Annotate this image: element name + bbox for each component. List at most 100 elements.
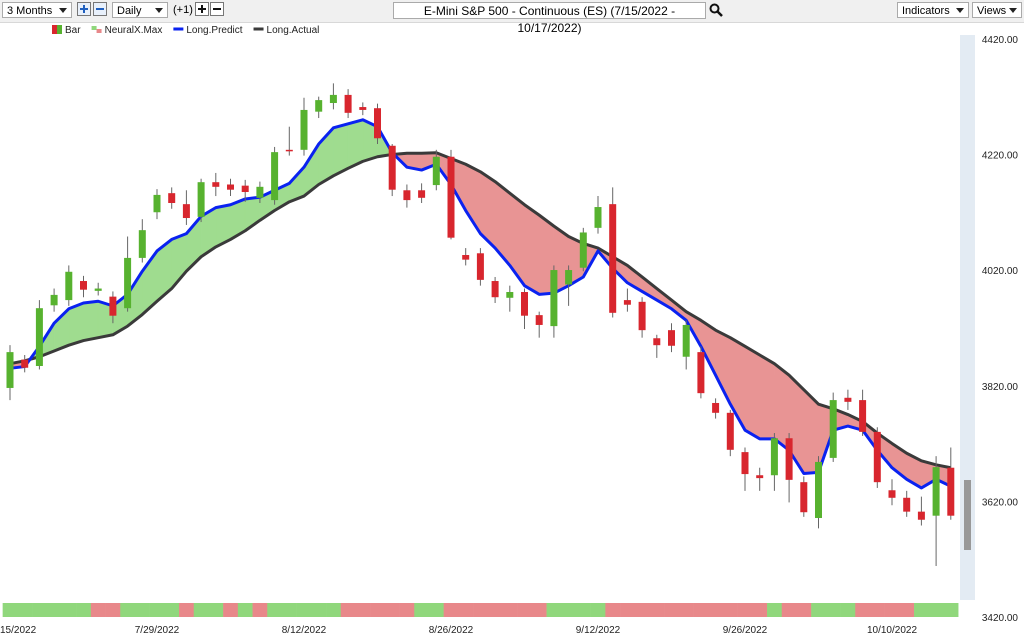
signal-cell: [678, 603, 694, 617]
signal-cell: [399, 603, 415, 617]
band-fill: [774, 363, 790, 451]
signal-cell: [458, 603, 474, 617]
zoom-out-button[interactable]: [93, 2, 107, 16]
signal-cell: [855, 603, 871, 617]
band-fill: [83, 300, 99, 341]
candle-body: [50, 294, 58, 306]
signal-cell: [193, 603, 209, 617]
candle-body: [800, 482, 808, 513]
x-tick-label: 8/12/2022: [282, 625, 327, 636]
signal-cell: [811, 603, 827, 617]
signal-cell: [355, 603, 371, 617]
search-icon[interactable]: [709, 3, 723, 17]
signal-cell: [840, 603, 856, 617]
scrollbar-track: [960, 35, 975, 600]
candle-body: [182, 204, 190, 219]
range-dropdown[interactable]: 3 Months: [2, 2, 72, 18]
signal-cell: [237, 603, 253, 617]
candle-body: [197, 182, 205, 217]
signal-cell: [737, 603, 753, 617]
legend-label: Bar: [65, 25, 81, 36]
candle-body: [21, 359, 29, 368]
candle-body: [741, 452, 749, 475]
candle-body: [124, 257, 132, 309]
offset-minus-button[interactable]: [210, 2, 224, 16]
indicators-dropdown[interactable]: Indicators: [897, 2, 969, 18]
candle-body: [227, 184, 234, 190]
offset-plus-button[interactable]: [195, 2, 209, 16]
signal-cell: [32, 603, 48, 617]
scrollbar-handle[interactable]: [964, 480, 971, 550]
x-tick-label: 7/29/2022: [135, 625, 180, 636]
signal-cell: [634, 603, 650, 617]
candle-body: [829, 400, 837, 458]
signal-cell: [722, 603, 738, 617]
candle-body: [535, 315, 543, 325]
candle-body: [697, 352, 705, 394]
signal-cell: [590, 603, 606, 617]
legend-label: Long.Actual: [267, 25, 320, 36]
candle-body: [241, 185, 249, 193]
signal-cell: [223, 603, 239, 617]
zoom-in-button[interactable]: [77, 2, 91, 16]
signal-cell: [17, 603, 33, 617]
signal-cell: [781, 603, 797, 617]
candle-body: [565, 270, 573, 285]
candle-body: [947, 467, 955, 516]
signal-cell: [296, 603, 312, 617]
toolbar: 3 Months Daily (+1) E-Mini S&P 500 - Con…: [0, 0, 1024, 35]
candle-body: [344, 94, 352, 113]
signal-cell: [531, 603, 547, 617]
legend-icon: [96, 29, 102, 33]
signal-cell: [825, 603, 841, 617]
candle-body: [756, 475, 764, 479]
candle-body: [329, 94, 337, 104]
views-dropdown[interactable]: Views: [972, 2, 1022, 18]
y-tick-label: 3620.00: [982, 497, 1019, 508]
signal-cell: [546, 603, 562, 617]
chart-title[interactable]: E-Mini S&P 500 - Continuous (ES) (7/15/2…: [393, 2, 706, 35]
candle-body: [682, 324, 690, 357]
x-tick-label: 9/12/2022: [576, 625, 621, 636]
x-tick-label: 10/10/2022: [867, 625, 917, 636]
candle-body: [80, 281, 87, 290]
signal-cell: [649, 603, 665, 617]
interval-dropdown[interactable]: Daily: [112, 2, 168, 18]
signal-cell: [61, 603, 77, 617]
candle-body: [315, 100, 323, 112]
signal-cell: [914, 603, 930, 617]
candle-body: [418, 190, 426, 198]
candle-body: [873, 431, 881, 483]
signal-cell: [2, 603, 18, 617]
signal-cell: [120, 603, 136, 617]
candle-body: [462, 255, 470, 260]
candle-body: [815, 461, 822, 519]
band-fill: [744, 345, 760, 440]
candle-body: [712, 402, 720, 413]
signal-cell: [928, 603, 944, 617]
y-tick-label: 4420.00: [982, 35, 1019, 46]
y-tick-label: 3820.00: [982, 382, 1019, 393]
signal-cell: [473, 603, 489, 617]
candle-body: [506, 292, 514, 298]
candle-body: [844, 397, 852, 402]
signal-cell: [340, 603, 356, 617]
band-fill: [303, 143, 319, 197]
signal-cell: [208, 603, 224, 617]
candle-body: [521, 292, 528, 316]
legend-icon: [57, 25, 62, 34]
candle-body: [770, 438, 778, 476]
candle-body: [109, 296, 117, 316]
candle-body: [888, 490, 896, 498]
signal-cell: [370, 603, 386, 617]
candle-body: [35, 308, 43, 366]
signal-cell: [149, 603, 165, 617]
signal-cell: [708, 603, 724, 617]
signal-cell: [384, 603, 400, 617]
line-0: [9, 118, 952, 490]
signal-cell: [90, 603, 106, 617]
candle-body: [285, 149, 293, 152]
signal-cell: [164, 603, 180, 617]
signal-cell: [76, 603, 92, 617]
